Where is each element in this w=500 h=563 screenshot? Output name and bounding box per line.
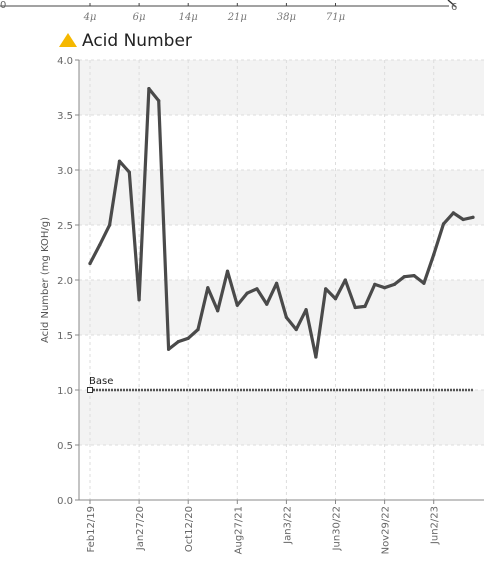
y-tick-label: 3.5 <box>57 111 73 122</box>
data-point <box>412 274 416 278</box>
data-point <box>333 297 338 301</box>
x-tick-label: Jun30/22 <box>332 506 343 551</box>
data-point <box>147 87 151 91</box>
data-point <box>304 308 308 312</box>
data-point <box>343 278 347 282</box>
y-tick-label: 1.0 <box>57 386 73 397</box>
data-point <box>363 304 367 308</box>
top-axis-tick-label: 14μ <box>179 12 198 23</box>
x-tick-label: Feb12/19 <box>86 506 97 553</box>
top-axis-tick-label: 71μ <box>326 12 345 23</box>
data-point <box>206 286 210 290</box>
data-point <box>274 281 279 285</box>
y-tick-label: 0.0 <box>57 496 73 507</box>
data-point <box>225 269 230 273</box>
grid-band <box>79 170 484 225</box>
x-tick-label: Jan27/20 <box>135 506 146 551</box>
data-point <box>373 282 377 286</box>
data-point <box>186 336 190 340</box>
top-axis-left-label: 0 <box>0 0 6 11</box>
data-point <box>98 243 102 247</box>
data-point <box>127 170 131 174</box>
top-axis-right-label: 6 <box>451 2 457 13</box>
data-point <box>432 253 436 257</box>
top-axis: 0 6 4μ 6μ 14μ 21μ 38μ 71μ <box>0 0 457 23</box>
data-point <box>137 298 141 302</box>
data-point <box>216 309 220 313</box>
top-axis-tick-label: 38μ <box>277 12 296 23</box>
data-point <box>353 305 357 310</box>
data-point <box>471 215 475 219</box>
data-point <box>166 347 171 351</box>
data-point <box>294 327 298 332</box>
data-point <box>383 286 387 290</box>
y-axis-label: Acid Number (mg KOH/g) <box>40 217 51 343</box>
grid-band <box>79 280 484 335</box>
x-tick-label: Oct12/20 <box>184 506 195 552</box>
y-tick-label: 4.0 <box>57 56 73 67</box>
chart-title: Acid Number <box>82 31 192 51</box>
data-point <box>422 281 426 285</box>
top-axis-arrow <box>447 0 457 8</box>
data-point <box>245 291 249 295</box>
data-point <box>265 302 269 306</box>
base-line-label: Base <box>89 376 113 387</box>
data-point <box>324 287 328 291</box>
y-tick-label: 0.5 <box>57 441 73 452</box>
y-tick-label: 2.0 <box>57 276 73 287</box>
data-point <box>176 340 180 344</box>
data-point <box>461 217 465 222</box>
data-point <box>157 99 161 103</box>
top-axis-tick-label: 6μ <box>133 12 146 23</box>
data-point <box>402 275 406 279</box>
data-point <box>392 282 397 286</box>
acid-number-series-line <box>88 86 475 359</box>
x-tick-label: Nov29/22 <box>381 506 392 554</box>
data-point <box>108 223 112 227</box>
data-point <box>196 327 200 332</box>
grid-band <box>79 390 484 445</box>
base-line-marker <box>87 387 93 393</box>
top-axis-tick-label: 4μ <box>83 12 97 23</box>
grid-band <box>79 60 484 115</box>
data-point <box>314 355 318 359</box>
data-point <box>88 261 92 266</box>
data-point <box>451 211 455 215</box>
y-tick-label: 3.0 <box>57 166 73 177</box>
x-tick-label: Jun2/23 <box>430 506 441 545</box>
data-point <box>235 303 239 307</box>
x-tick-label: Jan3/22 <box>282 506 293 545</box>
top-axis-tick-label: 21μ <box>227 12 247 23</box>
data-point <box>284 315 289 319</box>
plot-area: 0.0 0.5 1.0 1.5 2.0 2.5 3.0 3.5 4.0 Feb12/19 Jan2… <box>57 56 484 554</box>
x-tick-label: Aug27/21 <box>233 506 244 554</box>
data-point <box>117 159 122 163</box>
y-tick-label: 1.5 <box>57 331 73 342</box>
data-point <box>255 287 259 291</box>
y-tick-label: 2.5 <box>57 221 73 232</box>
warning-triangle-icon <box>59 33 77 47</box>
chart-header: Acid Number <box>59 31 192 51</box>
data-point <box>441 222 446 226</box>
